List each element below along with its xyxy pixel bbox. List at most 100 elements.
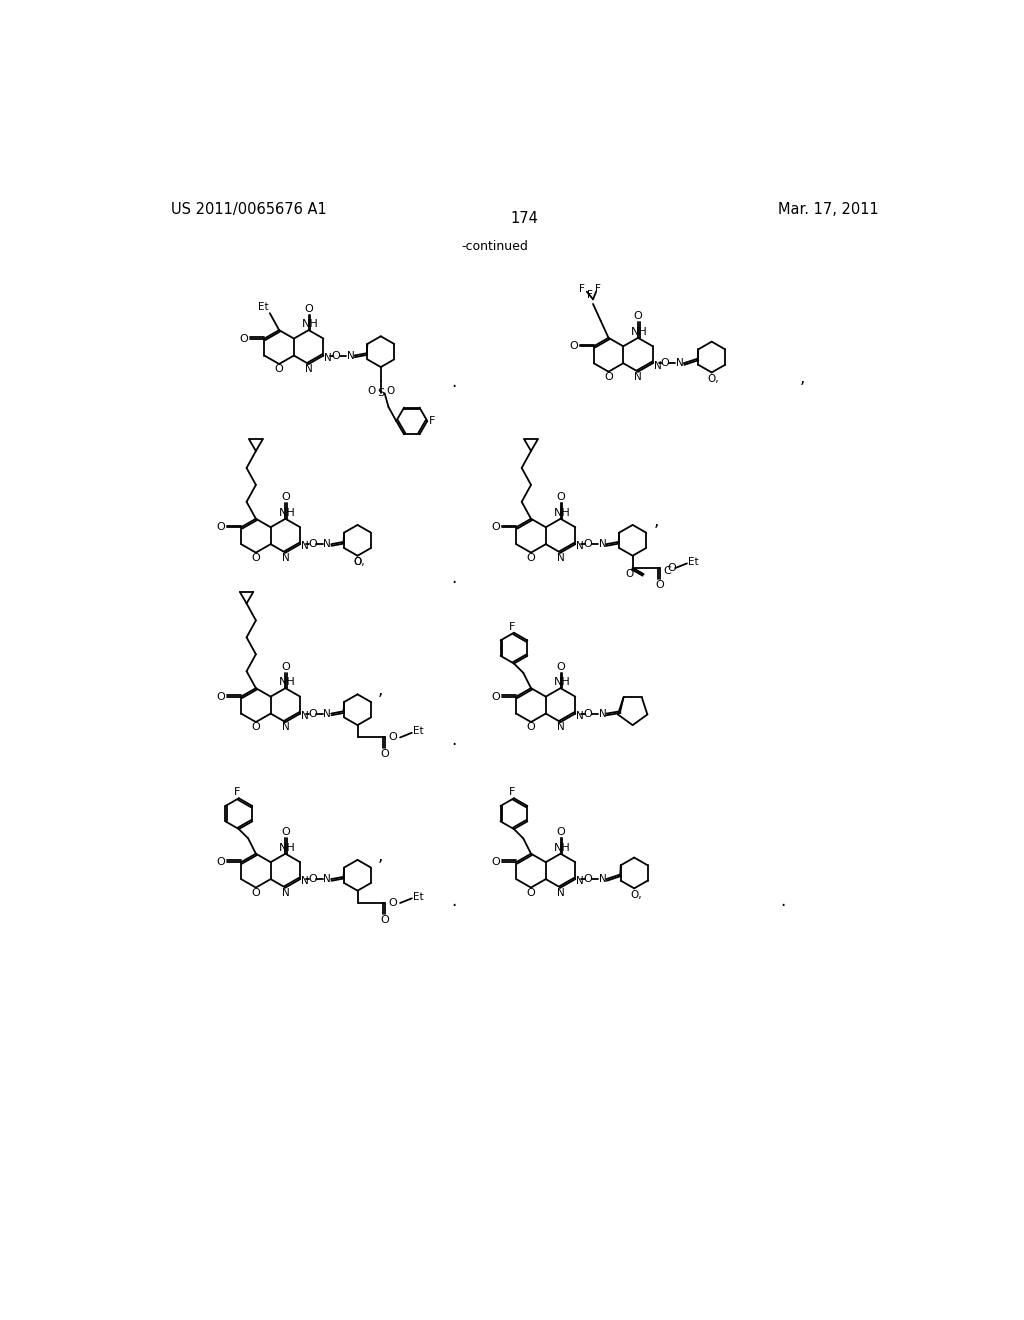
Text: ,: , (800, 368, 805, 387)
Text: N: N (599, 874, 606, 884)
Text: O: O (386, 385, 394, 396)
Text: N: N (347, 351, 354, 360)
Text: N: N (557, 722, 564, 733)
Text: O: O (353, 557, 361, 566)
Text: N: N (577, 876, 584, 887)
Text: N: N (301, 711, 308, 721)
Text: .: . (451, 372, 456, 391)
Text: O: O (584, 874, 592, 884)
Text: N: N (282, 722, 290, 733)
Text: N: N (557, 553, 564, 564)
Text: ,: , (378, 847, 383, 865)
Text: NH: NH (302, 319, 318, 329)
Text: O: O (660, 358, 670, 368)
Text: O: O (667, 564, 676, 573)
Text: N: N (557, 888, 564, 898)
Text: O: O (388, 898, 396, 908)
Text: F: F (509, 622, 516, 631)
Text: O,: O, (630, 890, 642, 899)
Text: O: O (380, 750, 389, 759)
Text: O: O (526, 888, 536, 898)
Text: US 2011/0065676 A1: US 2011/0065676 A1 (171, 202, 327, 216)
Text: O: O (388, 733, 396, 742)
Text: S: S (377, 388, 384, 399)
Text: N: N (301, 876, 308, 887)
Text: F: F (429, 416, 435, 426)
Text: N: N (324, 874, 331, 884)
Text: N: N (282, 553, 290, 564)
Text: O: O (492, 523, 501, 532)
Text: N: N (577, 711, 584, 721)
Text: O: O (584, 709, 592, 718)
Text: O: O (380, 915, 389, 925)
Text: C: C (664, 566, 672, 576)
Text: Mar. 17, 2011: Mar. 17, 2011 (778, 202, 879, 216)
Text: O: O (281, 828, 290, 837)
Text: N: N (634, 372, 642, 381)
Text: NH: NH (554, 508, 570, 517)
Text: ,: , (653, 512, 658, 531)
Text: N: N (577, 541, 584, 552)
Text: O: O (304, 304, 313, 314)
Text: O: O (332, 351, 340, 360)
Text: F: F (587, 289, 593, 300)
Text: O: O (604, 372, 613, 381)
Text: NH: NH (554, 842, 570, 853)
Text: O: O (308, 539, 317, 549)
Text: O: O (240, 334, 249, 343)
Text: F: F (234, 787, 241, 797)
Text: Et: Et (688, 557, 698, 566)
Text: NH: NH (279, 677, 295, 686)
Text: O: O (308, 874, 317, 884)
Text: .: . (451, 892, 456, 911)
Text: 174: 174 (511, 211, 539, 226)
Text: .: . (451, 569, 456, 587)
Text: NH: NH (279, 508, 295, 517)
Text: O: O (492, 692, 501, 702)
Text: Et: Et (258, 302, 269, 312)
Text: O: O (569, 342, 578, 351)
Text: O: O (281, 492, 290, 502)
Text: .: . (451, 731, 456, 748)
Text: N: N (325, 352, 332, 363)
Text: O,: O, (353, 557, 365, 566)
Text: N: N (301, 541, 308, 552)
Text: O: O (252, 722, 260, 733)
Text: F: F (509, 787, 516, 797)
Text: O: O (556, 492, 565, 502)
Text: F: F (580, 284, 585, 293)
Text: NH: NH (631, 326, 648, 337)
Text: -continued: -continued (461, 240, 528, 253)
Text: O: O (584, 539, 592, 549)
Text: O: O (655, 579, 665, 590)
Text: N: N (653, 360, 662, 371)
Text: N: N (324, 539, 331, 549)
Text: O: O (526, 722, 536, 733)
Text: O: O (634, 312, 642, 321)
Text: O,: O, (708, 374, 719, 384)
Text: O: O (556, 661, 565, 672)
Text: O: O (526, 553, 536, 564)
Text: O: O (217, 523, 225, 532)
Text: O: O (217, 857, 225, 867)
Text: N: N (305, 364, 312, 375)
Text: F: F (595, 284, 601, 293)
Text: Et: Et (413, 892, 423, 902)
Text: N: N (599, 539, 606, 549)
Text: N: N (324, 709, 331, 718)
Text: Et: Et (413, 726, 423, 737)
Text: .: . (780, 892, 785, 911)
Text: O: O (217, 692, 225, 702)
Text: O: O (626, 569, 634, 579)
Text: ,: , (378, 681, 383, 700)
Text: N: N (599, 709, 606, 718)
Text: O: O (281, 661, 290, 672)
Text: O: O (556, 828, 565, 837)
Text: NH: NH (554, 677, 570, 686)
Text: NH: NH (279, 842, 295, 853)
Text: O: O (308, 709, 317, 718)
Text: O: O (492, 857, 501, 867)
Text: O: O (274, 364, 284, 375)
Text: O: O (252, 888, 260, 898)
Text: N: N (282, 888, 290, 898)
